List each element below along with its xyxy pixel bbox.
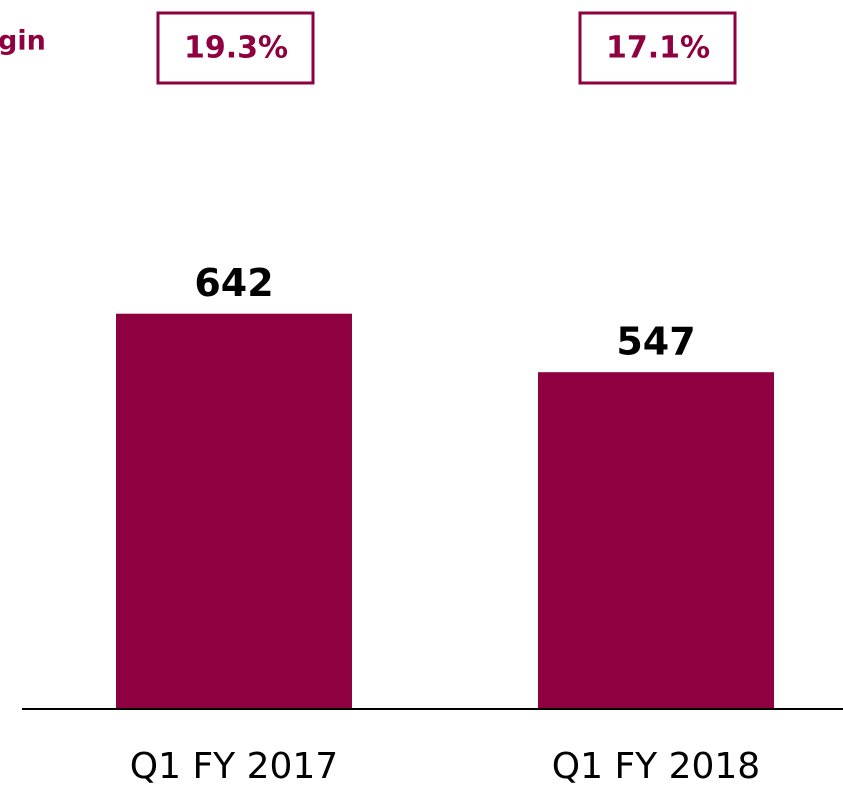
x-tick-label: Q1 FY 2017 [130, 746, 338, 785]
data-label: 642 [194, 261, 273, 305]
margin-box [578, 11, 737, 85]
bar [538, 372, 774, 709]
margin-box [156, 11, 315, 85]
x-tick-label: Q1 FY 2018 [552, 746, 760, 785]
data-label: 547 [616, 320, 695, 364]
margin-label: 17.1% [606, 31, 710, 66]
annotation: gin [0, 26, 46, 57]
margin-label: 19.3% [184, 31, 288, 66]
bar [116, 313, 352, 709]
